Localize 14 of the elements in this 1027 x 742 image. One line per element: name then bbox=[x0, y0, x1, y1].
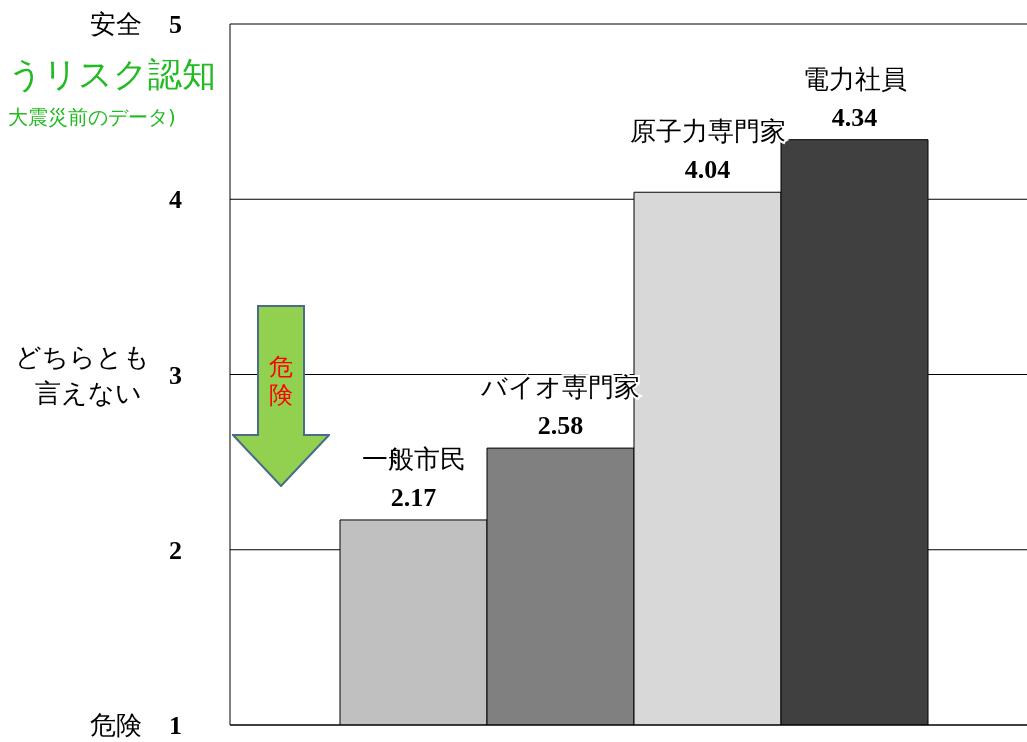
y-tick-label: 4 bbox=[169, 185, 182, 215]
text: うリスク認知 bbox=[8, 53, 216, 96]
x-tick-label: 原子力専門家 bbox=[629, 116, 786, 147]
y-tick-label: 安全 5 bbox=[89, 9, 182, 39]
data-label: 2.17 bbox=[390, 482, 437, 512]
y-tick-label: 2 bbox=[169, 535, 182, 565]
x-tick-label: 電力社員 bbox=[802, 63, 907, 94]
data-label: 2.58 bbox=[537, 411, 584, 441]
x-tick-label: 一般市民 bbox=[361, 443, 466, 474]
data-label: 4.04 bbox=[684, 155, 731, 185]
y-tick-label: 危険 1 bbox=[89, 710, 182, 740]
data-label: 4.34 bbox=[831, 102, 878, 132]
text: 大震災前のデータ) bbox=[8, 104, 176, 131]
annotation: 危険 bbox=[268, 353, 294, 409]
